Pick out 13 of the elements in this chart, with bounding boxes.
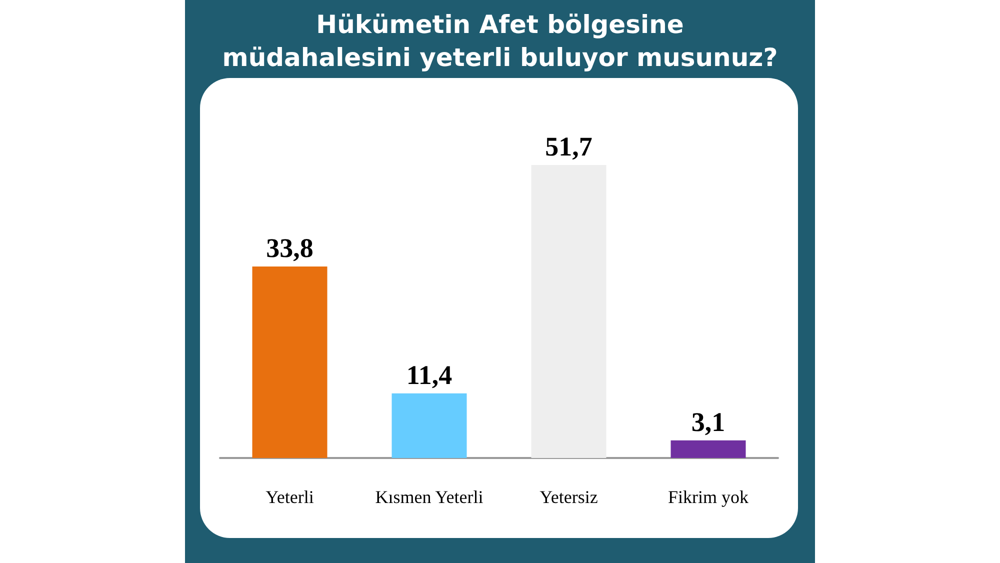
chart-title: Hükümetin Afet bölgesine müdahalesini yeterli buluyor musunuz? — [221, 9, 779, 74]
bar — [392, 393, 467, 458]
x-tick-label: Fikrim yok — [668, 487, 749, 507]
bar — [670, 440, 746, 458]
data-label: 11,4 — [406, 360, 452, 390]
bar — [252, 266, 328, 458]
data-label: 33,8 — [266, 232, 314, 263]
x-tick-label: Yetersiz — [540, 487, 598, 507]
x-tick-label: Yeterli — [266, 487, 314, 507]
x-tick-label: Kısmen Yeterli — [375, 487, 484, 507]
data-label: 3,1 — [691, 406, 726, 437]
data-label: 51,7 — [545, 132, 592, 162]
bar — [531, 165, 606, 458]
